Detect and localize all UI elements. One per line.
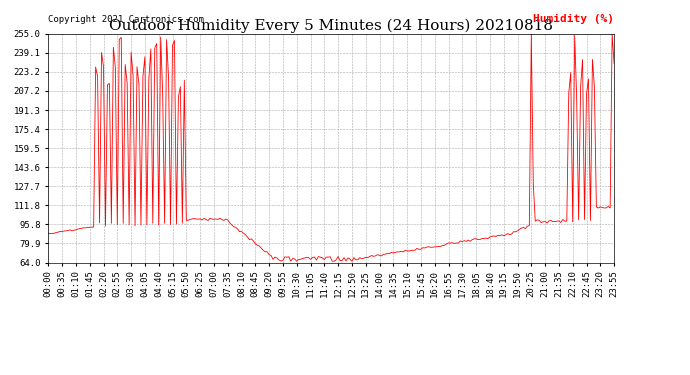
Text: Humidity (%): Humidity (%) <box>533 14 614 24</box>
Title: Outdoor Humidity Every 5 Minutes (24 Hours) 20210818: Outdoor Humidity Every 5 Minutes (24 Hou… <box>109 18 553 33</box>
Text: Copyright 2021 Cartronics.com: Copyright 2021 Cartronics.com <box>48 15 204 24</box>
